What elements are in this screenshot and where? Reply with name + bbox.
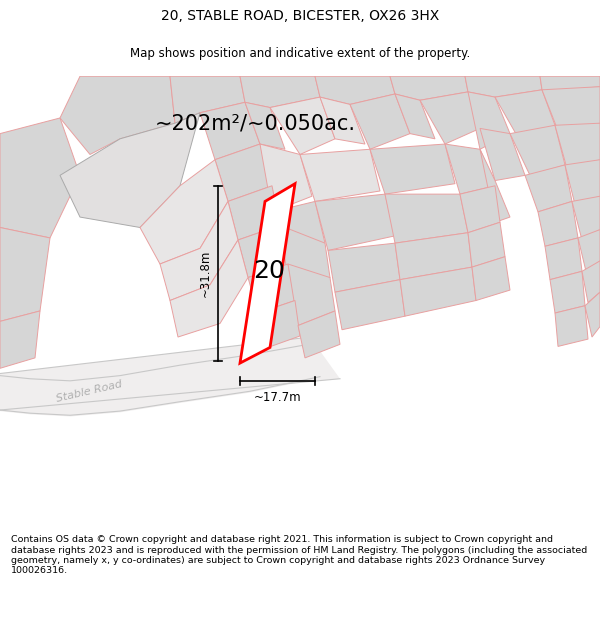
Polygon shape xyxy=(572,196,600,240)
Polygon shape xyxy=(350,94,410,149)
Polygon shape xyxy=(0,118,80,238)
Polygon shape xyxy=(578,229,600,271)
Polygon shape xyxy=(245,102,285,149)
Polygon shape xyxy=(480,149,510,222)
Polygon shape xyxy=(335,279,405,330)
Polygon shape xyxy=(480,128,525,181)
Polygon shape xyxy=(240,76,320,108)
Polygon shape xyxy=(538,201,578,246)
Polygon shape xyxy=(258,301,300,349)
Polygon shape xyxy=(170,76,245,123)
Polygon shape xyxy=(238,226,288,278)
Polygon shape xyxy=(390,76,468,100)
Text: Contains OS data © Crown copyright and database right 2021. This information is : Contains OS data © Crown copyright and d… xyxy=(11,535,587,576)
Polygon shape xyxy=(270,97,335,154)
Polygon shape xyxy=(472,257,510,301)
Polygon shape xyxy=(445,144,495,194)
Polygon shape xyxy=(510,125,565,176)
Polygon shape xyxy=(248,264,295,313)
Polygon shape xyxy=(140,160,228,264)
Polygon shape xyxy=(420,92,480,144)
Text: Stable Road: Stable Road xyxy=(55,379,123,404)
Polygon shape xyxy=(582,261,600,302)
Polygon shape xyxy=(260,144,312,212)
Polygon shape xyxy=(240,184,295,363)
Polygon shape xyxy=(200,102,260,160)
Polygon shape xyxy=(0,311,40,368)
Polygon shape xyxy=(300,149,380,201)
Polygon shape xyxy=(385,194,468,243)
Polygon shape xyxy=(400,267,476,316)
Text: 20: 20 xyxy=(253,259,285,283)
Polygon shape xyxy=(540,76,600,92)
Polygon shape xyxy=(468,92,510,149)
Text: ~31.8m: ~31.8m xyxy=(199,250,212,297)
Polygon shape xyxy=(395,232,472,279)
Polygon shape xyxy=(272,201,325,257)
Text: ~17.7m: ~17.7m xyxy=(254,391,301,404)
Polygon shape xyxy=(0,228,50,321)
Text: Map shows position and indicative extent of the property.: Map shows position and indicative extent… xyxy=(130,47,470,59)
Polygon shape xyxy=(228,186,280,240)
Polygon shape xyxy=(585,292,600,337)
Polygon shape xyxy=(298,311,340,358)
Polygon shape xyxy=(320,97,365,144)
Polygon shape xyxy=(555,306,588,346)
Polygon shape xyxy=(170,240,248,337)
Polygon shape xyxy=(545,238,582,279)
Polygon shape xyxy=(465,76,542,97)
Polygon shape xyxy=(0,337,340,410)
Polygon shape xyxy=(555,123,600,172)
Polygon shape xyxy=(60,76,175,154)
Polygon shape xyxy=(315,194,395,251)
Polygon shape xyxy=(215,144,272,201)
Polygon shape xyxy=(565,160,600,204)
Polygon shape xyxy=(160,201,238,301)
Polygon shape xyxy=(395,94,435,139)
Polygon shape xyxy=(370,144,455,194)
Polygon shape xyxy=(60,112,200,228)
Text: ~202m²/~0.050ac.: ~202m²/~0.050ac. xyxy=(155,113,356,133)
Polygon shape xyxy=(280,226,330,292)
Polygon shape xyxy=(542,87,600,136)
Polygon shape xyxy=(315,76,395,104)
Polygon shape xyxy=(468,222,505,267)
Polygon shape xyxy=(0,76,600,530)
Polygon shape xyxy=(460,186,500,232)
Polygon shape xyxy=(328,243,400,292)
Polygon shape xyxy=(525,165,572,212)
Polygon shape xyxy=(288,264,335,326)
Polygon shape xyxy=(550,271,585,313)
Text: 20, STABLE ROAD, BICESTER, OX26 3HX: 20, STABLE ROAD, BICESTER, OX26 3HX xyxy=(161,9,439,23)
Polygon shape xyxy=(495,90,555,141)
